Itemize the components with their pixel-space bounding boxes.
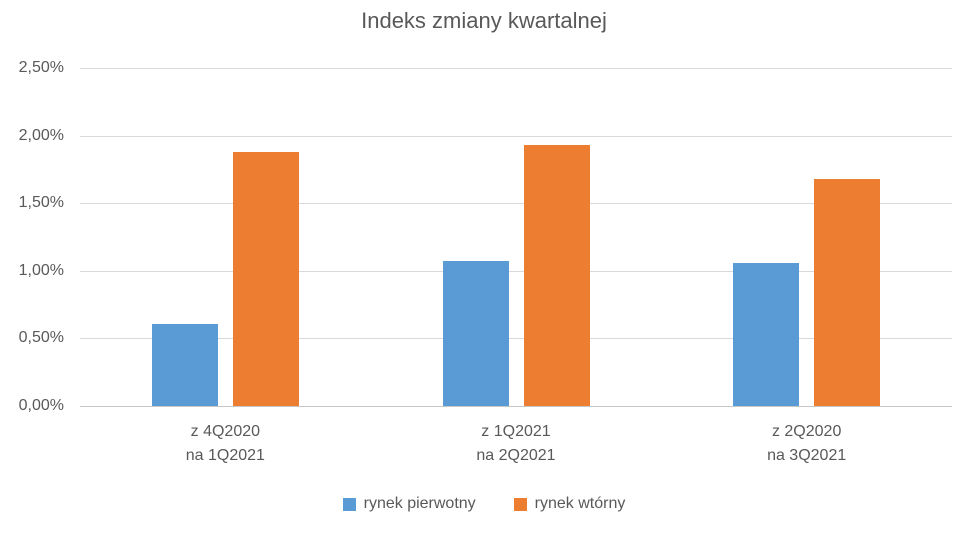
legend-swatch-icon [513,497,527,511]
legend: rynek pierwotny rynek wtórny [0,495,968,513]
legend-label: rynek wtórny [534,495,626,512]
x-label-line2: na 2Q2021 [476,447,556,464]
bar-rynek-pierwotny [151,323,218,406]
legend-item-rynek-pierwotny: rynek pierwotny [342,495,476,513]
x-label-line1: z 1Q2021 [481,423,551,440]
x-label-line2: na 1Q2021 [185,447,265,464]
legend-item-rynek-wtórny: rynek wtórny [513,495,626,513]
x-label-line1: z 2Q2020 [771,423,842,440]
gridline [80,135,952,137]
x-axis-tick-label: z 1Q2021 na 2Q2021 [371,420,662,468]
x-label-line1: z 4Q2020 [190,423,261,440]
gridline [80,338,952,340]
bar-rynek-wtórny [232,151,299,406]
y-axis-tick-label: 2,50% [18,59,64,76]
x-axis-tick-label: z 4Q2020 na 1Q2021 [80,420,371,468]
y-axis-tick-label: 1,50% [18,194,64,212]
bar-rynek-pierwotny [442,261,509,406]
bar-rynek-pierwotny [733,262,800,406]
gridline [80,270,952,272]
plot-area [80,68,952,407]
legend-swatch-icon [342,497,356,511]
bar-rynek-wtórny [523,145,590,406]
x-label-line2: na 3Q2021 [767,447,847,464]
legend-label: rynek pierwotny [363,495,476,512]
y-axis-tick-label: 0,50% [18,329,64,347]
chart-title: Indeks zmiany kwartalnej [361,8,607,33]
y-axis-tick-label: 2,00% [18,126,64,144]
y-axis-tick-label: 0,00% [18,397,64,414]
gridline [80,68,952,69]
bar-rynek-wtórny [814,178,881,406]
gridline [80,406,952,407]
gridline [80,203,952,205]
x-axis-tick-label: z 2Q2020 na 3Q2021 [661,420,952,468]
y-axis-tick-label: 1,00% [18,261,64,279]
